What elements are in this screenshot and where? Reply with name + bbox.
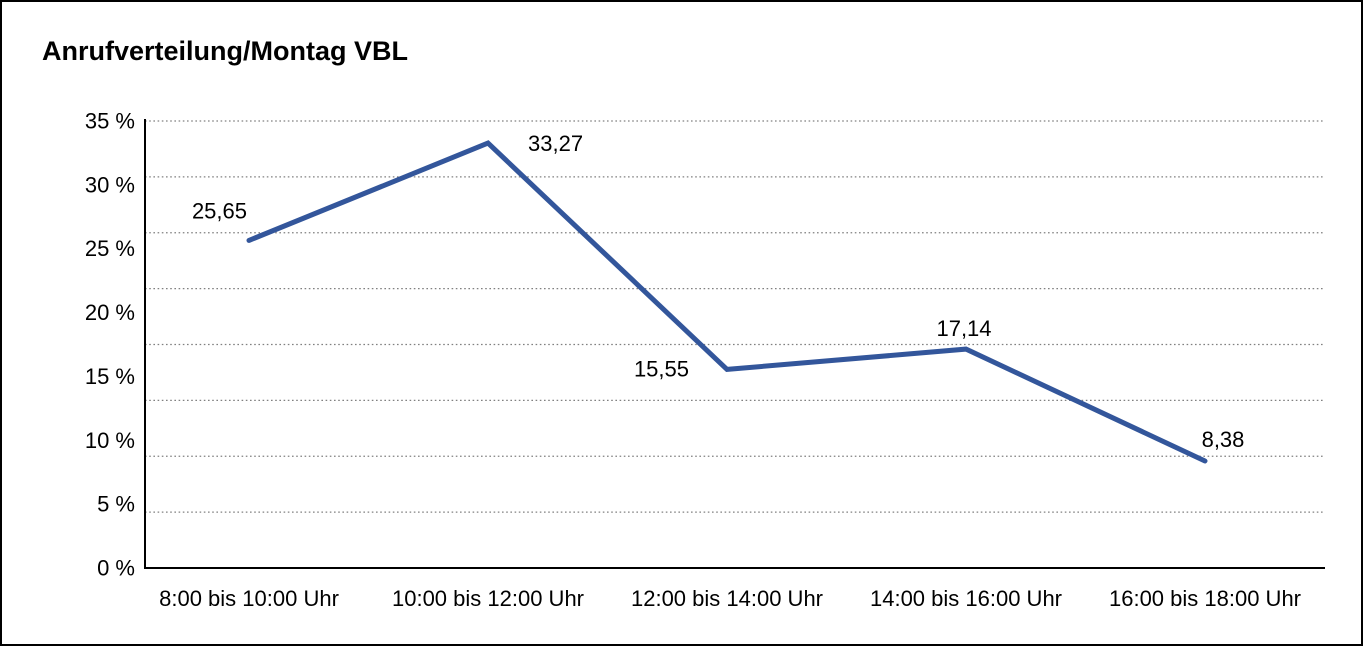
y-tick-label: 25 %	[85, 236, 135, 261]
data-point-label: 33,27	[528, 131, 583, 156]
y-tick-label: 15 %	[85, 364, 135, 389]
x-category-label: 14:00 bis 16:00 Uhr	[870, 586, 1062, 611]
chart-title: Anrufverteilung/Montag VBL	[42, 36, 408, 66]
series-line	[246, 140, 1208, 464]
y-axis-labels: 35 % 30 % 25 % 20 % 15 % 10 % 5 % 0 %	[85, 109, 135, 581]
x-category-label: 16:00 bis 18:00 Uhr	[1109, 586, 1301, 611]
y-tick-label: 35 %	[85, 109, 135, 134]
data-point-label: 8,38	[1202, 427, 1245, 452]
value-labels: 25,65 33,27 15,55 17,14 8,38	[192, 131, 1244, 452]
data-point-label: 17,14	[936, 316, 991, 341]
x-category-label: 8:00 bis 10:00 Uhr	[159, 586, 339, 611]
data-point-label: 25,65	[192, 198, 247, 223]
x-category-label: 12:00 bis 14:00 Uhr	[631, 586, 823, 611]
y-tick-label: 5 %	[97, 492, 135, 517]
y-tick-label: 20 %	[85, 300, 135, 325]
axis-group	[144, 119, 1325, 569]
y-tick-label: 30 %	[85, 172, 135, 197]
x-axis-labels: 8:00 bis 10:00 Uhr 10:00 bis 12:00 Uhr 12:…	[159, 586, 1301, 611]
x-category-label: 10:00 bis 12:00 Uhr	[392, 586, 584, 611]
data-point-label: 15,55	[634, 356, 689, 381]
y-tick-label: 0 %	[97, 556, 135, 581]
gridlines-group	[145, 120, 1325, 513]
y-tick-label: 10 %	[85, 428, 135, 453]
